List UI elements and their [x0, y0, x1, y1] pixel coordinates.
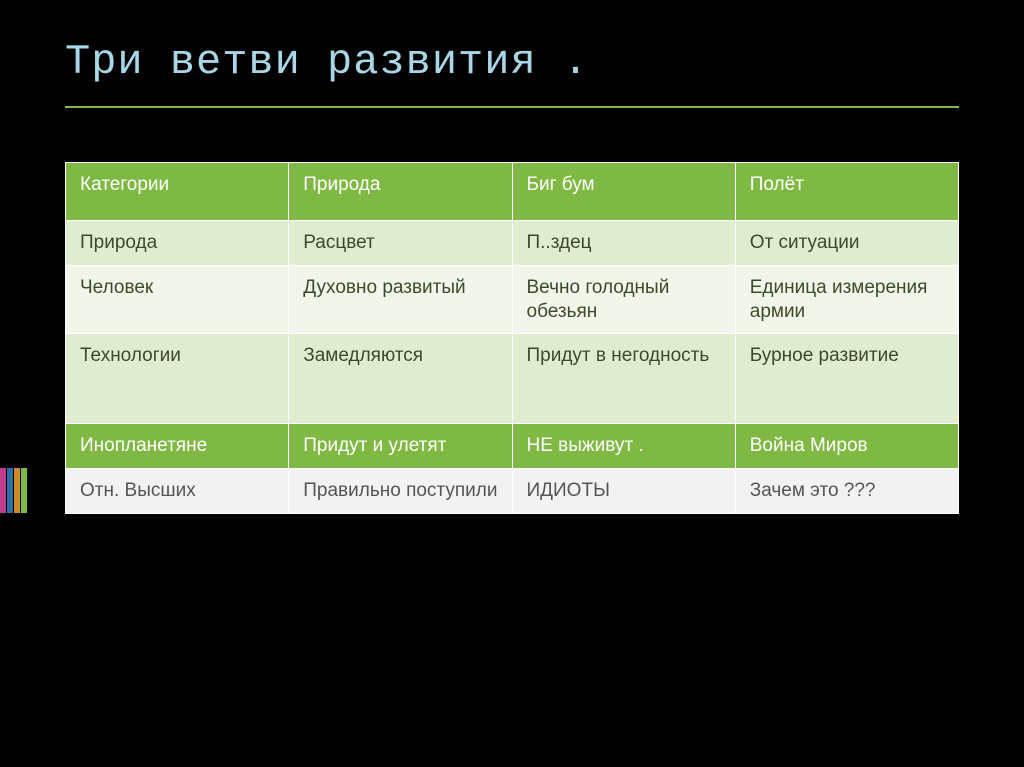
table-cell: Бурное развитие [735, 334, 958, 424]
table-cell: Единица измерения армии [735, 265, 958, 334]
table-cell: Придут и улетят [289, 424, 512, 469]
table-cell: Зачем это ??? [735, 469, 958, 514]
table-cell: Духовно развитый [289, 265, 512, 334]
table-container: Категории Природа Биг бум Полёт Природа … [65, 162, 959, 514]
table-cell: Отн. Высших [66, 469, 289, 514]
table-cell: От ситуации [735, 221, 958, 266]
table-cell: Инопланетяне [66, 424, 289, 469]
table-row: Технологии Замедляются Придут в негоднос… [66, 334, 959, 424]
table-cell: Замедляются [289, 334, 512, 424]
col-header: Биг бум [512, 163, 735, 221]
table-cell: Правильно поступили [289, 469, 512, 514]
table-cell: ИДИОТЫ [512, 469, 735, 514]
table-cell: Расцвет [289, 221, 512, 266]
table-cell: Человек [66, 265, 289, 334]
col-header: Природа [289, 163, 512, 221]
table-row-highlight: Инопланетяне Придут и улетят НЕ выживут … [66, 424, 959, 469]
table-cell: Природа [66, 221, 289, 266]
table-header-row: Категории Природа Биг бум Полёт [66, 163, 959, 221]
col-header: Полёт [735, 163, 958, 221]
slide: Три ветви развития . Категории Природа Б… [0, 0, 1024, 767]
accent-bar [14, 468, 20, 513]
table-cell: Вечно голодный обезьян [512, 265, 735, 334]
accent-bars [0, 468, 28, 513]
table-row: Природа Расцвет П..здец От ситуации [66, 221, 959, 266]
col-header: Категории [66, 163, 289, 221]
development-table: Категории Природа Биг бум Полёт Природа … [65, 162, 959, 514]
page-title: Три ветви развития . [65, 38, 959, 108]
accent-bar [21, 468, 27, 513]
accent-bar [0, 468, 6, 513]
table-cell: Война Миров [735, 424, 958, 469]
table-row: Человек Духовно развитый Вечно голодный … [66, 265, 959, 334]
table-cell: НЕ выживут . [512, 424, 735, 469]
accent-bar [7, 468, 13, 513]
table-row: Отн. Высших Правильно поступили ИДИОТЫ З… [66, 469, 959, 514]
table-cell: Придут в негодность [512, 334, 735, 424]
table-cell: Технологии [66, 334, 289, 424]
table-cell: П..здец [512, 221, 735, 266]
